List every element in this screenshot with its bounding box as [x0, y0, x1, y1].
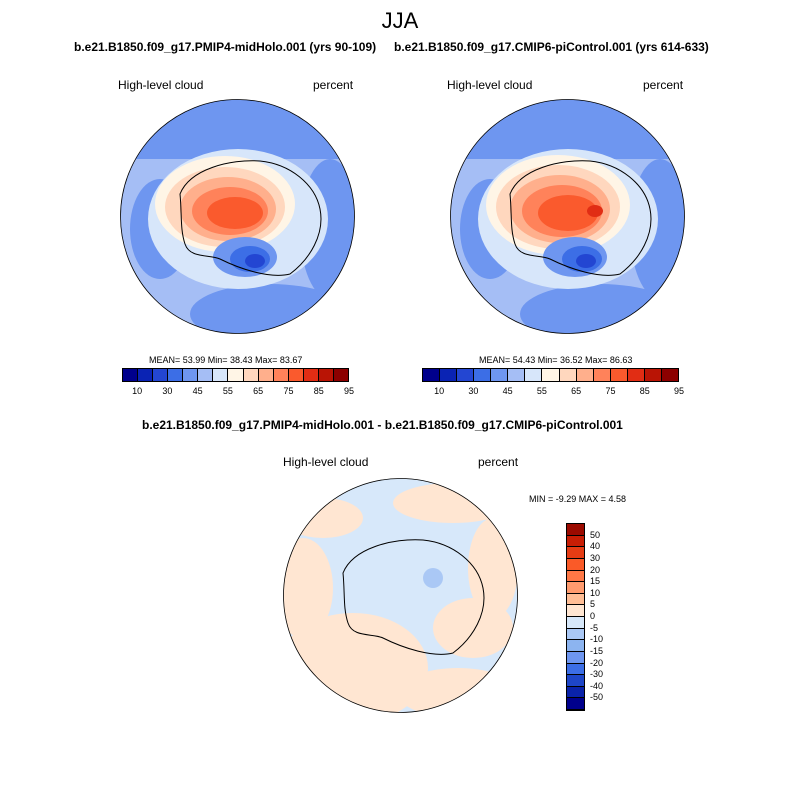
- diff-colorbar-cell: [567, 547, 584, 559]
- diff-colorbar-label: 30: [590, 552, 601, 563]
- panel-2-run-title: b.e21.B1850.f09_g17.CMIP6-piControl.001 …: [394, 40, 709, 54]
- colorbar-tick-label: 10: [132, 386, 143, 396]
- panel-1-map: [120, 99, 355, 334]
- colorbar-cell: [153, 369, 169, 381]
- diff-colorbar-cell: [567, 698, 584, 710]
- diff-colorbar-label: -5: [590, 622, 599, 633]
- colorbar-tick-label: 55: [222, 386, 233, 396]
- colorbar-cell: [491, 369, 509, 381]
- diff-colorbar-labels: 50 40 30 20 15 10 5 0 -5 -10 -15 -20 -30 -40 -50: [566, 523, 626, 711]
- colorbar-tick-label: 95: [673, 386, 685, 396]
- colorbar-tick-label: 30: [468, 386, 479, 396]
- diff-colorbar-cell: [567, 605, 584, 617]
- colorbar-cell: [457, 369, 475, 381]
- diff-stats: MIN = -9.29 MAX = 4.58: [529, 494, 627, 504]
- panel-1-colorbar: [122, 368, 349, 382]
- colorbar-cell: [474, 369, 492, 381]
- panel-2-stats: MEAN= 54.43 Min= 36.52 Max= 86.63: [479, 355, 633, 365]
- panel-1-stats: MEAN= 53.99 Min= 38.43 Max= 83.67: [149, 355, 303, 365]
- colorbar-cell: [183, 369, 199, 381]
- colorbar-tick-label: 75: [605, 386, 616, 396]
- colorbar-cell: [627, 369, 645, 381]
- panel-2-colorbar-ticks: 10 30 45 55 65 75 85 95: [422, 386, 684, 398]
- diff-colorbar-label: 15: [590, 576, 601, 587]
- colorbar-cell: [610, 369, 628, 381]
- colorbar-tick-label: 85: [639, 386, 650, 396]
- colorbar-cell: [273, 369, 289, 381]
- diff-colorbar-cell: [567, 628, 584, 641]
- colorbar-cell: [123, 369, 139, 381]
- diff-colorbar-label: 40: [590, 541, 601, 552]
- diff-colorbar-label: -50: [590, 692, 604, 703]
- colorbar-cell: [228, 369, 244, 381]
- panel-2-units: percent: [643, 78, 684, 92]
- diff-colorbar-cell: [567, 640, 584, 652]
- colorbar-cell: [138, 369, 154, 381]
- diff-colorbar: [566, 523, 585, 711]
- panel-1-run-title: b.e21.B1850.f09_g17.PMIP4-midHolo.001 (y…: [74, 40, 377, 54]
- colorbar-cell: [198, 369, 214, 381]
- colorbar-cell: [661, 369, 678, 381]
- colorbar-cell: [576, 369, 594, 381]
- colorbar-cell: [318, 369, 334, 381]
- colorbar-cell: [542, 369, 560, 381]
- panel-1-variable: High-level cloud: [118, 78, 204, 92]
- diff-colorbar-cell: [567, 663, 584, 676]
- panel-2-variable: High-level cloud: [447, 78, 533, 92]
- colorbar-cell: [168, 369, 184, 381]
- diff-units: percent: [478, 455, 519, 469]
- colorbar-tick-label: 65: [571, 386, 582, 396]
- diff-title: b.e21.B1850.f09_g17.PMIP4-midHolo.001 - …: [142, 418, 623, 432]
- diff-variable: High-level cloud: [283, 455, 369, 469]
- season-title: JJA: [381, 8, 419, 33]
- diff-colorbar-label: -15: [590, 645, 604, 656]
- colorbar-tick-label: 95: [343, 386, 355, 396]
- panel-2-map: [450, 99, 685, 334]
- colorbar-cell: [333, 369, 348, 381]
- diff-colorbar-cell: [567, 524, 584, 536]
- diff-colorbar-label: -30: [590, 669, 604, 680]
- diff-colorbar-cell: [567, 558, 584, 571]
- colorbar-tick-label: 65: [253, 386, 264, 396]
- diff-colorbar-label: 5: [590, 599, 596, 610]
- colorbar-tick-label: 45: [502, 386, 513, 396]
- colorbar-tick-label: 55: [536, 386, 547, 396]
- colorbar-tick-label: 75: [283, 386, 294, 396]
- diff-colorbar-cell: [567, 582, 584, 594]
- diff-colorbar-label: -20: [590, 657, 604, 668]
- colorbar-tick-label: 45: [192, 386, 203, 396]
- colorbar-cell: [288, 369, 304, 381]
- panel-1-colorbar-ticks: 10 30 45 55 65 75 85 95: [122, 386, 354, 398]
- diff-map: [283, 478, 518, 713]
- panel-1-units: percent: [313, 78, 354, 92]
- diff-colorbar-label: 10: [590, 587, 601, 598]
- colorbar-cell: [440, 369, 458, 381]
- diff-colorbar-label: -10: [590, 634, 604, 645]
- diff-colorbar-label: 50: [590, 529, 601, 540]
- colorbar-tick-label: 10: [434, 386, 445, 396]
- diff-colorbar-cell: [567, 535, 584, 548]
- colorbar-cell: [423, 369, 441, 381]
- diff-colorbar-label: 20: [590, 564, 601, 575]
- diff-colorbar-cell: [567, 675, 584, 687]
- colorbar-cell: [559, 369, 577, 381]
- diff-colorbar-label: -40: [590, 680, 604, 691]
- colorbar-cell: [213, 369, 229, 381]
- diff-colorbar-cell: [567, 686, 584, 699]
- colorbar-cell: [644, 369, 662, 381]
- colorbar-cell: [243, 369, 259, 381]
- colorbar-cell: [508, 369, 526, 381]
- diff-colorbar-cell: [567, 570, 584, 583]
- diff-colorbar-label: 0: [590, 611, 596, 621]
- colorbar-cell: [303, 369, 319, 381]
- colorbar-tick-label: 30: [162, 386, 173, 396]
- colorbar-cell: [525, 369, 543, 381]
- colorbar-cell: [258, 369, 274, 381]
- diff-colorbar-cell: [567, 617, 584, 629]
- colorbar-cell: [593, 369, 611, 381]
- diff-colorbar-cell: [567, 651, 584, 664]
- diff-colorbar-cell: [567, 593, 584, 606]
- panel-2-colorbar: [422, 368, 679, 382]
- colorbar-tick-label: 85: [313, 386, 324, 396]
